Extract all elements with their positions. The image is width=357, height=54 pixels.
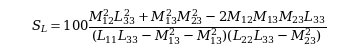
Text: $S_L = 100\dfrac{M_{12}^2 L_{33}^2 + M_{13}^2 M_{23}^2 - 2M_{12}M_{13}M_{23}L_{3: $S_L = 100\dfrac{M_{12}^2 L_{33}^2 + M_{… <box>31 7 326 47</box>
